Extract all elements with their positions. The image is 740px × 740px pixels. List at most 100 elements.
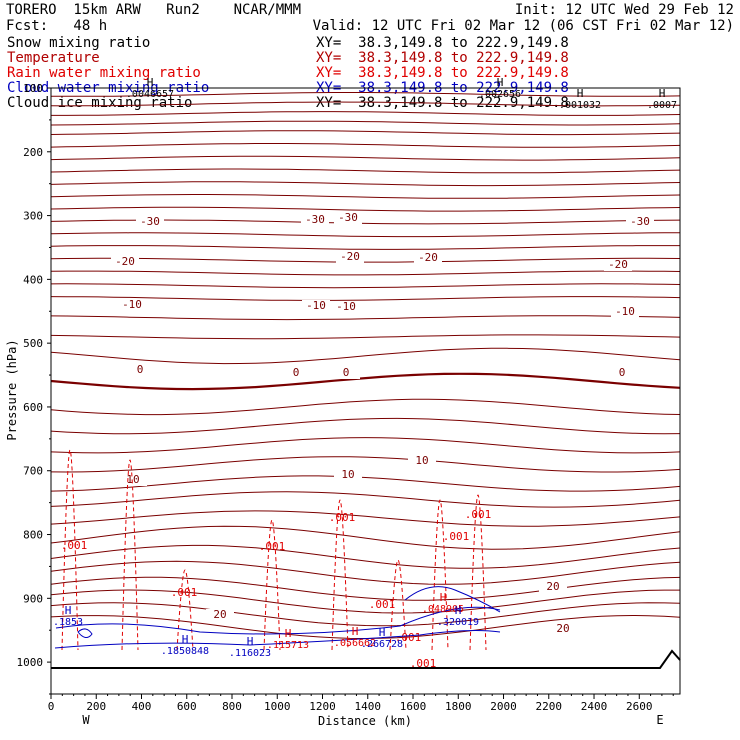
x-tick-label: 1600 bbox=[400, 700, 427, 713]
x-tick-label: 2400 bbox=[581, 700, 608, 713]
temperature-contour-label: 20 bbox=[546, 580, 559, 593]
max-marker: H bbox=[352, 625, 359, 638]
y-tick-label: 900 bbox=[23, 592, 43, 605]
label-backdrop bbox=[302, 300, 330, 312]
rain-contour-line bbox=[331, 499, 349, 651]
max-value-label: .320019 bbox=[437, 617, 479, 628]
x-tick-label: 400 bbox=[132, 700, 152, 713]
header-line1-right: Init: 12 UTC Wed 29 Feb 12 bbox=[514, 2, 734, 18]
x-end-label-east: E bbox=[656, 713, 663, 727]
temperature-contour-label: -20 bbox=[608, 258, 628, 271]
rain-contour-line bbox=[61, 449, 79, 651]
label-backdrop bbox=[206, 609, 234, 621]
y-axis-label: Pressure (hPa) bbox=[5, 339, 19, 440]
rain-contour-line bbox=[121, 459, 139, 651]
y-tick-label: 700 bbox=[23, 465, 43, 478]
temperature-contour-label: -10 bbox=[122, 298, 142, 311]
temperature-contour-line bbox=[50, 589, 680, 614]
legend-entry-name: Cloud ice mixing ratio bbox=[7, 95, 193, 111]
max-value-label: .056662 bbox=[334, 638, 376, 649]
cloud-water-contours bbox=[54, 586, 501, 649]
temperature-contour-line bbox=[50, 510, 681, 527]
temperature-contour-line bbox=[50, 475, 681, 492]
max-value-label: .116023 bbox=[229, 648, 271, 659]
temperature-contour-line bbox=[50, 334, 681, 340]
temperature-contour-line bbox=[50, 576, 681, 601]
max-marker: H bbox=[285, 627, 292, 640]
max-value-label: .0007 bbox=[647, 100, 677, 111]
y-axis: 100 200 300 400 500 600 700 800 900 1000 bbox=[17, 82, 51, 695]
y-tick-label: 400 bbox=[23, 273, 43, 286]
max-value-label: .1853 bbox=[53, 617, 83, 628]
rain-contour-label: .001 bbox=[61, 539, 88, 552]
label-backdrop bbox=[336, 251, 364, 263]
rain-contour-line bbox=[431, 499, 449, 651]
max-marker: H bbox=[182, 633, 189, 646]
max-marker: H bbox=[497, 76, 504, 89]
temperature-contour-line bbox=[50, 614, 681, 640]
temperature-contour-line bbox=[50, 456, 681, 473]
rain-contour-label: .001 bbox=[329, 511, 356, 524]
temperature-contour-label: 0 bbox=[619, 366, 626, 379]
x-tick-label: 1000 bbox=[264, 700, 291, 713]
temperature-contour-label: -30 bbox=[630, 215, 650, 228]
max-marker: H bbox=[65, 604, 72, 617]
label-backdrop bbox=[611, 306, 639, 318]
max-value-label: .266728 bbox=[361, 639, 403, 650]
x-tick-label: 200 bbox=[86, 700, 106, 713]
temperature-contour-label: -10 bbox=[336, 300, 356, 313]
label-backdrop bbox=[111, 256, 139, 268]
max-value-label: .001032 bbox=[559, 100, 601, 111]
temperature-contour-label: 10 bbox=[415, 454, 428, 467]
x-tick-label: 600 bbox=[177, 700, 197, 713]
cloud-water-contour-line bbox=[54, 630, 501, 649]
label-backdrop bbox=[414, 252, 442, 264]
legend-entry-range: XY= 38.3,149.8 to 222.9,149.8 bbox=[316, 65, 569, 81]
max-marker: H bbox=[247, 635, 254, 648]
legend-entry-name: Temperature bbox=[7, 50, 100, 66]
rain-contour-line bbox=[176, 569, 194, 651]
temperature-contour-line bbox=[50, 398, 681, 416]
temperature-contour-line bbox=[50, 155, 681, 161]
temperature-contour-line bbox=[50, 525, 681, 550]
label-backdrop bbox=[334, 212, 362, 224]
x-tick-label: 1800 bbox=[445, 700, 472, 713]
temperature-contour-label: -10 bbox=[615, 305, 635, 318]
rain-contours: .001 .001 .001 .001 .001 .001 .001 .001 .001 bbox=[61, 449, 491, 670]
y-tick-label: 800 bbox=[23, 529, 43, 542]
rain-contour-label: .001 bbox=[171, 586, 198, 599]
rain-contour-label: .001 bbox=[259, 540, 286, 553]
temperature-contour-line bbox=[50, 206, 681, 212]
label-backdrop bbox=[301, 214, 329, 226]
x-end-label-west: W bbox=[82, 713, 90, 727]
temperature-contour-label: 0 bbox=[343, 366, 350, 379]
y-tick-label: 500 bbox=[23, 337, 43, 350]
temperature-contour-line bbox=[50, 315, 681, 321]
x-tick-label: 2200 bbox=[536, 700, 563, 713]
temperature-contour-line bbox=[50, 437, 681, 454]
header-line2-right: Valid: 12 UTC Fri 02 Mar 12 (06 CST Fri … bbox=[312, 18, 734, 34]
rain-contour-label: .001 bbox=[395, 631, 422, 644]
rain-contour-label: .001 bbox=[443, 530, 470, 543]
max-marker: H bbox=[440, 591, 447, 604]
label-backdrop bbox=[626, 216, 654, 228]
temperature-contour-line bbox=[50, 194, 681, 199]
legend-entry-range: XY= 38.3,149.8 to 222.9,149.8 bbox=[316, 35, 569, 51]
rain-contour-line bbox=[469, 494, 487, 651]
y-tick-label: 100 bbox=[23, 82, 43, 95]
label-backdrop bbox=[282, 367, 310, 379]
legend-entry-name: Rain water mixing ratio bbox=[7, 65, 201, 81]
y-tick-label: 600 bbox=[23, 401, 43, 414]
plot-frame bbox=[50, 87, 681, 695]
temperature-contour-label: 0 bbox=[137, 363, 144, 376]
label-backdrop bbox=[126, 364, 154, 376]
temperature-contour-label: 20 bbox=[556, 622, 569, 635]
temperature-contour-line bbox=[50, 417, 681, 435]
rain-contour-label: .001 bbox=[369, 598, 396, 611]
temperature-contour-label: 10 bbox=[126, 473, 139, 486]
temperature-contour-line bbox=[50, 544, 681, 569]
temperature-contour-line bbox=[50, 232, 680, 238]
max-marker: H bbox=[147, 76, 154, 89]
terrain-line bbox=[51, 649, 681, 669]
